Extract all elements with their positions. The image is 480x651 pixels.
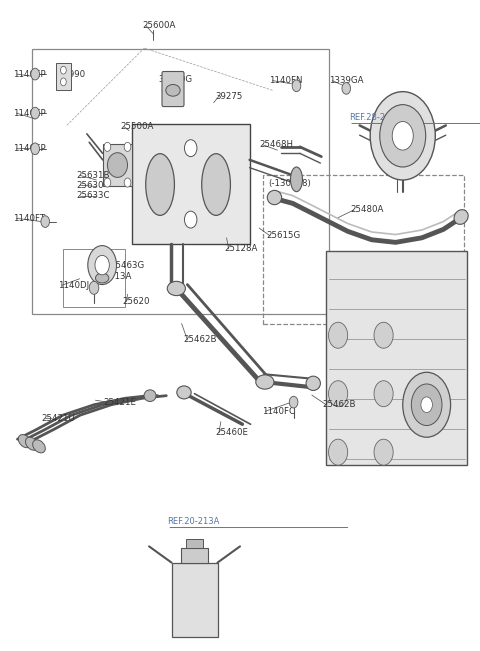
Ellipse shape <box>166 85 180 96</box>
FancyBboxPatch shape <box>326 251 468 465</box>
FancyBboxPatch shape <box>132 124 250 244</box>
Text: 39220G: 39220G <box>158 76 193 85</box>
FancyBboxPatch shape <box>186 538 203 548</box>
Text: 25421E: 25421E <box>104 398 137 407</box>
Ellipse shape <box>167 281 185 296</box>
Circle shape <box>328 322 348 348</box>
Ellipse shape <box>96 273 109 283</box>
Circle shape <box>370 92 435 180</box>
Circle shape <box>184 211 197 228</box>
Ellipse shape <box>33 440 45 453</box>
Circle shape <box>60 66 66 74</box>
Circle shape <box>380 105 426 167</box>
Text: 21713A: 21713A <box>99 271 132 281</box>
Ellipse shape <box>18 435 31 448</box>
Circle shape <box>89 281 99 294</box>
Text: 1140FC: 1140FC <box>262 407 295 416</box>
Ellipse shape <box>25 437 38 450</box>
Circle shape <box>104 143 111 152</box>
Text: 25600A: 25600A <box>142 21 175 30</box>
Circle shape <box>374 381 393 407</box>
Text: 91990: 91990 <box>58 70 85 79</box>
Circle shape <box>124 178 131 187</box>
Text: 25462B: 25462B <box>183 335 217 344</box>
Circle shape <box>31 68 39 80</box>
Ellipse shape <box>146 154 174 215</box>
Text: REF.20-213A: REF.20-213A <box>167 517 220 526</box>
Text: 25463G: 25463G <box>111 261 145 270</box>
Text: REF.28-283A: REF.28-283A <box>349 113 402 122</box>
Circle shape <box>328 381 348 407</box>
Text: 25620: 25620 <box>123 297 150 306</box>
Text: 25128A: 25128A <box>225 244 258 253</box>
Text: 25421U: 25421U <box>41 414 75 423</box>
Circle shape <box>292 80 301 92</box>
Text: 1140EP: 1140EP <box>12 109 45 118</box>
Text: 25460E: 25460E <box>215 428 248 437</box>
FancyBboxPatch shape <box>56 63 71 90</box>
FancyBboxPatch shape <box>162 72 184 107</box>
Circle shape <box>392 122 413 150</box>
Circle shape <box>184 140 197 157</box>
Ellipse shape <box>202 154 230 215</box>
Circle shape <box>374 439 393 465</box>
Ellipse shape <box>256 375 274 389</box>
Text: 1140FN: 1140FN <box>269 76 302 85</box>
Text: 25462B: 25462B <box>323 400 356 409</box>
Text: 25480A: 25480A <box>350 205 384 214</box>
Text: 1140FT: 1140FT <box>12 214 45 223</box>
Circle shape <box>328 439 348 465</box>
Text: 25630: 25630 <box>76 181 104 189</box>
Text: 25468H: 25468H <box>259 141 293 150</box>
Ellipse shape <box>108 153 128 177</box>
Circle shape <box>289 396 298 408</box>
Text: 25500A: 25500A <box>120 122 154 132</box>
Circle shape <box>31 143 39 155</box>
Circle shape <box>31 107 39 119</box>
FancyBboxPatch shape <box>181 548 208 562</box>
Circle shape <box>403 372 451 437</box>
Text: 1140DJ: 1140DJ <box>58 281 89 290</box>
Circle shape <box>421 397 432 413</box>
Text: 25615G: 25615G <box>266 231 300 240</box>
Text: 25631B: 25631B <box>76 171 110 180</box>
Circle shape <box>411 384 442 426</box>
Circle shape <box>374 322 393 348</box>
Text: 1140EP: 1140EP <box>12 145 45 153</box>
Ellipse shape <box>267 190 282 204</box>
Ellipse shape <box>144 390 156 402</box>
Circle shape <box>88 245 117 284</box>
FancyBboxPatch shape <box>103 144 132 186</box>
Circle shape <box>95 255 109 275</box>
Text: 25633C: 25633C <box>76 191 110 200</box>
Ellipse shape <box>290 167 302 191</box>
Circle shape <box>41 215 49 227</box>
Circle shape <box>104 178 111 187</box>
Text: 1140EP: 1140EP <box>12 70 45 79</box>
Circle shape <box>60 78 66 86</box>
Circle shape <box>342 83 350 94</box>
Ellipse shape <box>177 386 191 399</box>
Ellipse shape <box>306 376 321 391</box>
FancyBboxPatch shape <box>171 562 217 637</box>
Ellipse shape <box>454 210 468 225</box>
Text: (-130508): (-130508) <box>269 180 312 188</box>
Circle shape <box>124 143 131 152</box>
Text: 39275: 39275 <box>215 92 242 101</box>
Text: 1339GA: 1339GA <box>328 76 363 85</box>
